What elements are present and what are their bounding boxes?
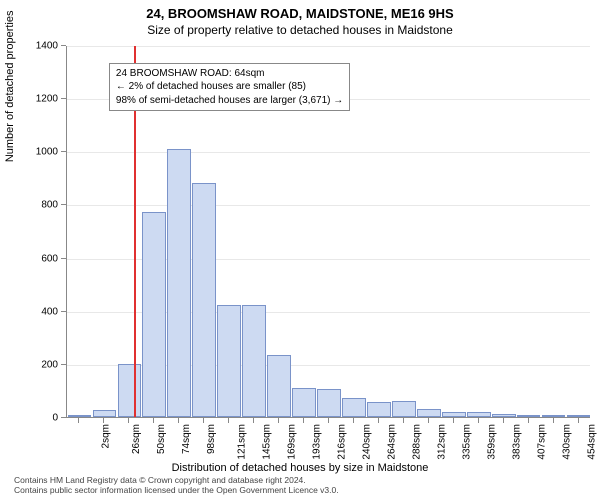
x-tick-mark: [553, 418, 554, 423]
x-tick-label: 312sqm: [436, 424, 447, 460]
x-tick-mark: [128, 418, 129, 423]
y-tick-label: 1400: [36, 41, 58, 52]
x-tick-label: 454sqm: [586, 424, 597, 460]
x-tick-label: 121sqm: [237, 424, 248, 460]
x-tick-mark: [478, 418, 479, 423]
histogram-bar: [567, 415, 591, 417]
histogram-bar: [367, 402, 391, 417]
histogram-bar: [242, 305, 266, 417]
x-tick-label: 288sqm: [411, 424, 422, 460]
x-tick-mark: [353, 418, 354, 423]
x-tick-label: 359sqm: [486, 424, 497, 460]
x-tick-label: 216sqm: [337, 424, 348, 460]
x-tick-label: 169sqm: [287, 424, 298, 460]
histogram-bar: [93, 410, 117, 417]
x-tick-label: 430sqm: [561, 424, 572, 460]
y-tick-label: 0: [52, 413, 58, 424]
y-tick-label: 200: [41, 359, 58, 370]
x-tick-label: 264sqm: [387, 424, 398, 460]
x-tick-mark: [78, 418, 79, 423]
x-tick-label: 407sqm: [536, 424, 547, 460]
y-tick-label: 600: [41, 253, 58, 264]
title-sub: Size of property relative to detached ho…: [0, 21, 600, 37]
histogram-bar: [68, 415, 92, 417]
y-axis: 0200400600800100012001400: [20, 46, 66, 418]
histogram-bar: [342, 398, 366, 417]
x-tick-label: 240sqm: [362, 424, 373, 460]
x-tick-mark: [303, 418, 304, 423]
chart-container: 24, BROOMSHAW ROAD, MAIDSTONE, ME16 9HS …: [0, 0, 600, 500]
x-tick-mark: [178, 418, 179, 423]
x-tick-label: 335sqm: [461, 424, 472, 460]
x-tick-mark: [453, 418, 454, 423]
x-tick-mark: [528, 418, 529, 423]
x-tick-mark: [103, 418, 104, 423]
x-tick-label: 98sqm: [206, 424, 217, 454]
x-tick-mark: [328, 418, 329, 423]
gridline: [67, 205, 590, 206]
histogram-bar: [118, 364, 142, 417]
x-tick-mark: [428, 418, 429, 423]
histogram-bar: [167, 149, 191, 417]
histogram-bar: [142, 212, 166, 417]
footer-line: Contains HM Land Registry data © Crown c…: [14, 475, 339, 486]
histogram-bar: [542, 415, 566, 417]
histogram-bar: [392, 401, 416, 417]
plot-area: 24 BROOMSHAW ROAD: 64sqm ← 2% of detache…: [66, 46, 590, 418]
histogram-bar: [467, 412, 491, 417]
histogram-bar: [417, 409, 441, 417]
x-tick-mark: [378, 418, 379, 423]
histogram-bar: [317, 389, 341, 417]
x-tick-label: 74sqm: [181, 424, 192, 454]
chart-area: Number of detached properties 0200400600…: [20, 46, 590, 418]
gridline: [67, 152, 590, 153]
x-tick-label: 26sqm: [131, 424, 142, 454]
x-tick-mark: [228, 418, 229, 423]
x-tick-label: 145sqm: [262, 424, 273, 460]
x-tick-label: 193sqm: [312, 424, 323, 460]
histogram-bar: [517, 415, 541, 417]
title-main: 24, BROOMSHAW ROAD, MAIDSTONE, ME16 9HS: [0, 0, 600, 21]
histogram-bar: [292, 388, 316, 417]
x-tick-mark: [278, 418, 279, 423]
y-tick-label: 1200: [36, 94, 58, 105]
y-tick-label: 1000: [36, 147, 58, 158]
x-tick-mark: [403, 418, 404, 423]
x-tick-label: 383sqm: [511, 424, 522, 460]
annotation-box: 24 BROOMSHAW ROAD: 64sqm ← 2% of detache…: [109, 63, 350, 112]
x-tick-mark: [578, 418, 579, 423]
histogram-bar: [217, 305, 241, 417]
x-axis: 2sqm 26sqm 50sqm 74sqm 98sqm 121sqm 145sqm 169s…: [66, 418, 590, 458]
x-tick-mark: [253, 418, 254, 423]
annotation-line: ← 2% of detached houses are smaller (85): [116, 80, 343, 94]
x-tick-label: 50sqm: [156, 424, 167, 454]
x-tick-mark: [503, 418, 504, 423]
footer-text: Contains HM Land Registry data © Crown c…: [14, 475, 339, 496]
x-tick-mark: [153, 418, 154, 423]
annotation-line: 24 BROOMSHAW ROAD: 64sqm: [116, 67, 343, 81]
annotation-line: 98% of semi-detached houses are larger (…: [116, 94, 343, 108]
histogram-bar: [267, 355, 291, 417]
y-tick-label: 400: [41, 306, 58, 317]
footer-line: Contains public sector information licen…: [14, 485, 339, 496]
y-tick-label: 800: [41, 200, 58, 211]
x-tick-mark: [203, 418, 204, 423]
histogram-bar: [442, 412, 466, 417]
gridline: [67, 46, 590, 47]
x-tick-label: 2sqm: [101, 424, 112, 448]
histogram-bar: [192, 183, 216, 417]
y-axis-label: Number of detached properties: [4, 11, 16, 163]
x-axis-label: Distribution of detached houses by size …: [0, 462, 600, 474]
histogram-bar: [492, 414, 516, 417]
